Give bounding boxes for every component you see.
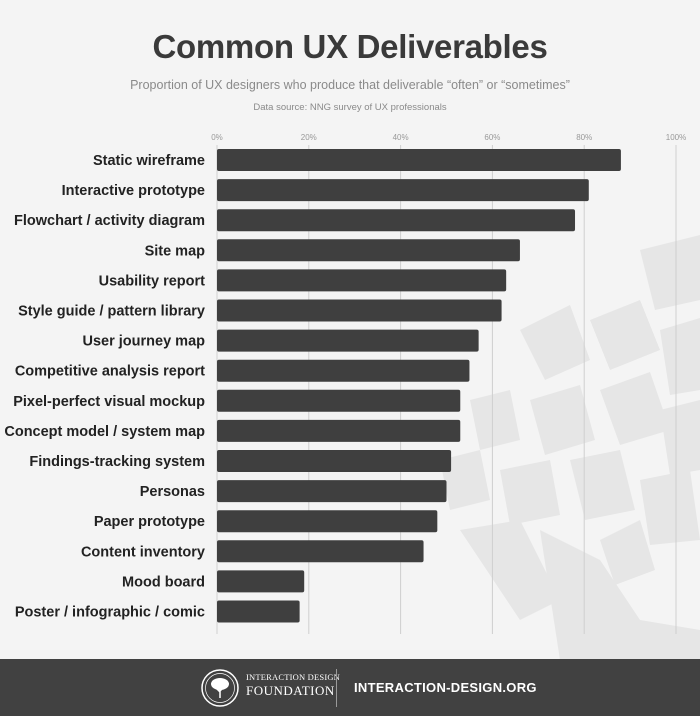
bar (217, 359, 470, 382)
category-label: Concept model / system map (4, 424, 205, 440)
bar (217, 299, 502, 322)
x-tick-label: 20% (301, 133, 317, 142)
category-label: Findings-tracking system (29, 454, 205, 470)
foundation-wordmark: INTERACTION DESIGN FOUNDATION (246, 673, 340, 697)
bar (217, 329, 479, 352)
x-tick-label: 60% (484, 133, 500, 142)
bar (217, 179, 589, 202)
bar-chart: 0% 20% 40% 60% 80% 100% Static wireframe Inter… (4, 133, 700, 660)
chart-title: Common UX Deliverables (152, 28, 548, 65)
category-label: Pixel-perfect visual mockup (13, 394, 205, 410)
bar (217, 480, 447, 503)
foundation-logo-icon (201, 669, 239, 707)
category-label: User journey map (83, 334, 206, 350)
org-name-line1: INTERACTION DESIGN (246, 672, 341, 682)
category-label: Flowchart / activity diagram (14, 213, 205, 229)
category-label: Poster / infographic / comic (15, 605, 205, 621)
category-label: Mood board (122, 574, 205, 590)
bar (217, 540, 424, 563)
x-tick-label: 0% (211, 133, 223, 142)
category-label: Competitive analysis report (15, 364, 205, 380)
bar (217, 239, 520, 262)
data-source-note: Data source: NNG survey of UX profession… (253, 102, 447, 113)
bar (217, 419, 461, 442)
footer-divider (336, 669, 337, 707)
category-labels: Static wireframe Interactive prototype Flo… (4, 153, 205, 621)
tree-watermark (440, 235, 700, 660)
category-label: Interactive prototype (62, 183, 205, 199)
chart-subtitle: Proportion of UX designers who produce t… (130, 78, 570, 92)
bar (217, 570, 305, 593)
org-name-line2: FOUNDATION (246, 682, 335, 698)
bar (217, 209, 576, 232)
x-tick-label: 100% (666, 133, 686, 142)
category-label: Usability report (99, 273, 206, 289)
bar (217, 149, 621, 171)
bar (217, 269, 507, 292)
category-label: Paper prototype (94, 514, 205, 530)
bar (217, 450, 452, 472)
bars (217, 149, 621, 623)
x-tick-label: 80% (576, 133, 592, 142)
category-label: Style guide / pattern library (18, 304, 205, 320)
footer-bar: INTERACTION DESIGN FOUNDATION INTERACTIO… (0, 659, 700, 716)
category-label: Personas (140, 484, 205, 500)
category-label: Content inventory (81, 544, 205, 560)
x-axis-ticks: 0% 20% 40% 60% 80% 100% (211, 133, 686, 142)
category-label: Site map (145, 243, 206, 259)
footer-url-link[interactable]: INTERACTION-DESIGN.ORG (354, 680, 537, 695)
bar (217, 389, 461, 412)
bar (217, 600, 300, 623)
x-tick-label: 40% (393, 133, 409, 142)
bar (217, 510, 438, 533)
category-label: Static wireframe (93, 153, 205, 169)
